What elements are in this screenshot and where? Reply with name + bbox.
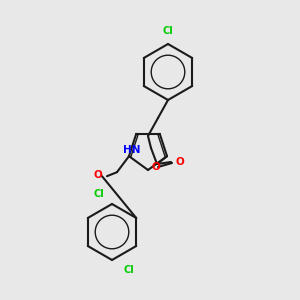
Text: Cl: Cl: [124, 265, 135, 275]
Text: O: O: [93, 170, 102, 180]
Text: Cl: Cl: [93, 189, 104, 199]
Text: O: O: [152, 162, 161, 172]
Text: Cl: Cl: [163, 26, 173, 36]
Text: HN: HN: [124, 145, 141, 155]
Text: O: O: [176, 157, 185, 167]
